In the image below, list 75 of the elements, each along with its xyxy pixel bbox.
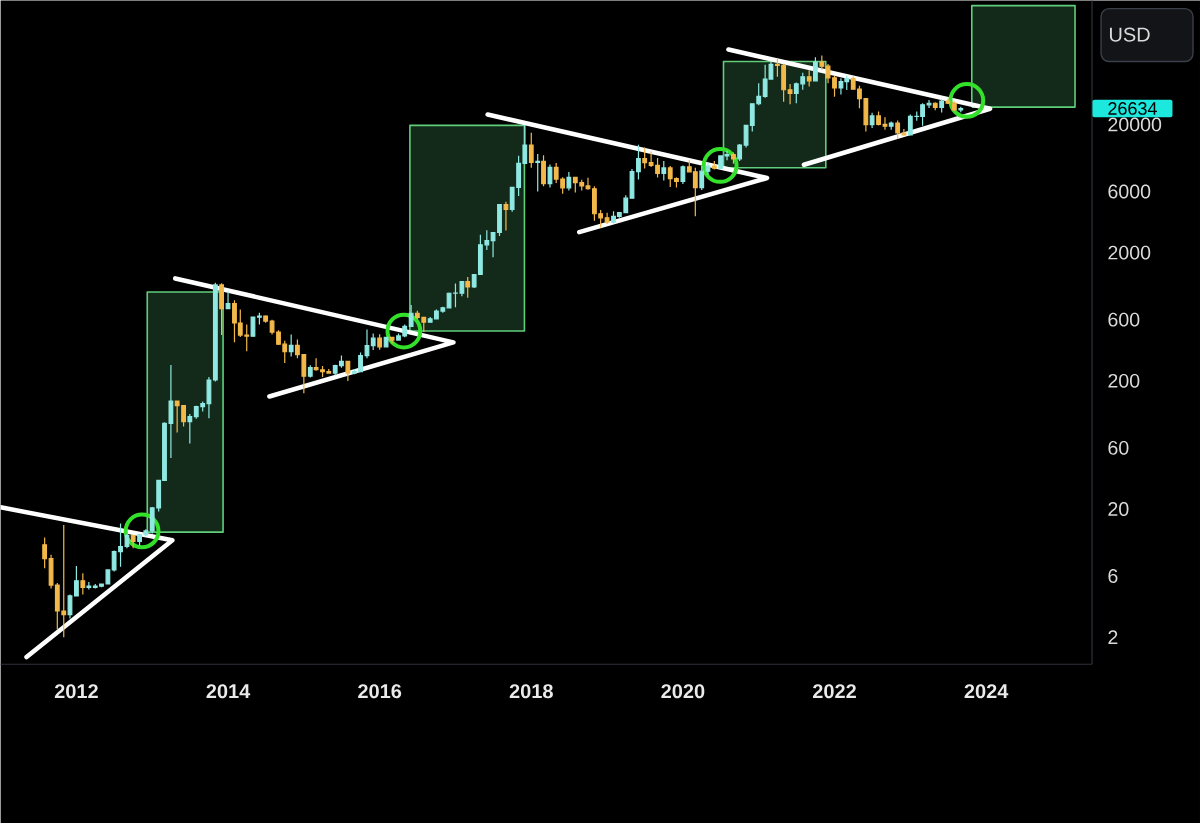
candlestick bbox=[566, 171, 572, 192]
candlestick bbox=[307, 364, 313, 379]
candlestick bbox=[74, 565, 79, 597]
point bbox=[385, 312, 423, 350]
candlestick bbox=[945, 97, 951, 105]
candlestick bbox=[263, 314, 269, 324]
candlestick bbox=[604, 211, 610, 225]
candlestick bbox=[737, 143, 743, 162]
candlestick bbox=[680, 164, 686, 185]
candlestick bbox=[383, 336, 389, 348]
candlestick bbox=[503, 201, 509, 231]
candlestick bbox=[80, 572, 86, 596]
candlestick bbox=[806, 69, 812, 87]
x-tick-label: 2024 bbox=[964, 684, 1009, 699]
candlestick bbox=[636, 144, 641, 180]
candlestick bbox=[256, 312, 262, 326]
candlestick bbox=[389, 336, 395, 345]
candlestick bbox=[731, 151, 736, 165]
candlestick bbox=[718, 154, 724, 170]
candlestick bbox=[932, 101, 938, 111]
y-axis-title: USD bbox=[1109, 27, 1150, 42]
candlestick bbox=[187, 413, 193, 444]
candlestick bbox=[250, 316, 256, 338]
y-tick-label: 60 bbox=[1108, 440, 1129, 455]
candlestick bbox=[724, 150, 730, 161]
candlestick bbox=[465, 276, 471, 299]
y-tick-label: 2 bbox=[1108, 630, 1118, 644]
candlestick bbox=[345, 360, 351, 382]
candlestick bbox=[225, 290, 231, 310]
point bbox=[701, 147, 739, 184]
text: 26634 bbox=[1108, 102, 1157, 115]
candlestick bbox=[642, 146, 648, 169]
y-tick-label: 2000 bbox=[1108, 245, 1151, 260]
x-tick-label: 2014 bbox=[206, 684, 251, 699]
candlestick bbox=[370, 332, 376, 351]
candlestick bbox=[547, 163, 553, 188]
candlestick bbox=[585, 177, 591, 191]
candlestick bbox=[541, 154, 546, 187]
candlestick bbox=[819, 54, 825, 71]
point bbox=[948, 81, 986, 119]
y-tick-label: 6000 bbox=[1108, 184, 1151, 199]
candlestick bbox=[661, 160, 667, 182]
y-tick-label: 600 bbox=[1108, 312, 1140, 327]
candlestick bbox=[535, 153, 541, 192]
candlestick bbox=[882, 116, 888, 131]
x-tick-label: 2020 bbox=[661, 684, 705, 699]
candlestick bbox=[711, 160, 717, 171]
y-tick-label: 200 bbox=[1108, 373, 1140, 388]
candlestick bbox=[926, 99, 932, 109]
candlestick bbox=[130, 534, 136, 549]
candlestick bbox=[888, 120, 894, 131]
candlestick bbox=[958, 106, 964, 113]
candlestick bbox=[876, 110, 881, 127]
x-tick-label: 2018 bbox=[509, 684, 553, 699]
x-tick-label: 2022 bbox=[812, 684, 856, 699]
candlestick bbox=[528, 132, 534, 169]
y-tick-label: 20000 bbox=[1108, 117, 1162, 132]
candlestick bbox=[86, 581, 92, 591]
candlestick bbox=[377, 333, 383, 351]
candlestick bbox=[408, 304, 414, 327]
candlestick bbox=[288, 333, 294, 357]
candlestick bbox=[787, 83, 793, 105]
x-tick-label: 2016 bbox=[358, 684, 402, 699]
candlestick bbox=[951, 100, 957, 112]
candlestick bbox=[364, 328, 370, 359]
candlestick bbox=[212, 282, 218, 382]
y-tick-label: 6 bbox=[1108, 569, 1118, 583]
candlestick bbox=[42, 536, 48, 569]
candlestick bbox=[869, 112, 875, 129]
candlestick bbox=[939, 98, 945, 113]
candlestick bbox=[219, 282, 225, 336]
point bbox=[123, 512, 161, 550]
x-tick-label: 2012 bbox=[54, 684, 98, 699]
candlestick bbox=[812, 56, 818, 82]
y-tick-label: 20 bbox=[1108, 502, 1129, 516]
